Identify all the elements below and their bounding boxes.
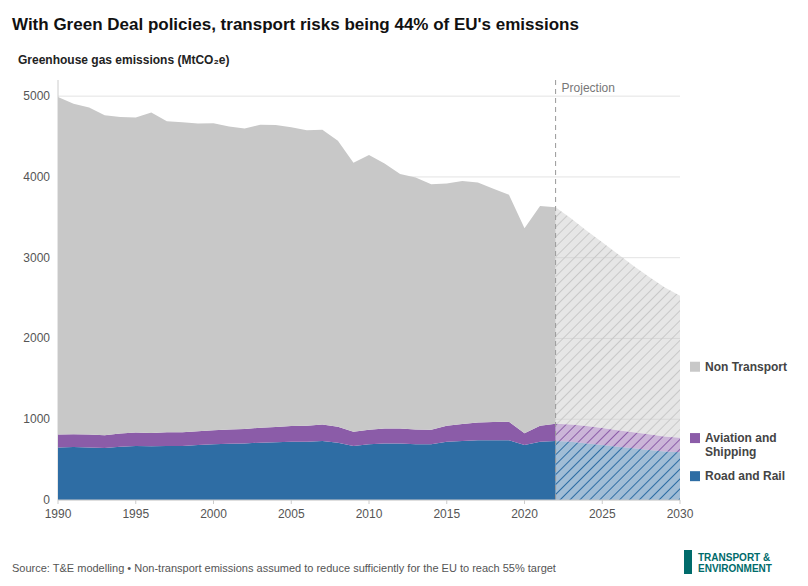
x-tick-label: 2030: [667, 507, 694, 521]
logo-text: TRANSPORT &ENVIRONMENT: [698, 552, 772, 574]
y-tick-label: 5000: [23, 89, 50, 103]
x-tick-label: 2015: [433, 507, 460, 521]
y-tick-label: 1000: [23, 412, 50, 426]
x-tick: [135, 500, 136, 504]
x-tick-label: 2000: [200, 507, 227, 521]
legend-swatch: [690, 433, 700, 443]
area-historical: [58, 440, 556, 500]
x-tick: [524, 500, 525, 504]
x-tick-label: 2025: [589, 507, 616, 521]
legend-label-line: Shipping: [705, 445, 756, 459]
source: Source: T&E modelling • Non-transport em…: [12, 562, 556, 574]
legend-label: Road and Rail: [705, 469, 785, 483]
x-tick-label: 2010: [356, 507, 383, 521]
grid-line: [58, 96, 680, 97]
x-tick-label: 2020: [511, 507, 538, 521]
y-tick-label: 4000: [23, 170, 50, 184]
logo-text-line: TRANSPORT &: [698, 552, 770, 563]
x-tick: [680, 500, 681, 504]
legend-swatch: [690, 471, 700, 481]
x-tick: [369, 500, 370, 504]
background: [0, 0, 808, 586]
x-tick-label: 1990: [45, 507, 72, 521]
legend-label: Non Transport: [705, 360, 787, 374]
logo-mark: [684, 550, 692, 574]
x-tick-label: 2005: [278, 507, 305, 521]
x-tick: [446, 500, 447, 504]
grid-line: [58, 500, 680, 501]
x-tick: [291, 500, 292, 504]
x-tick: [213, 500, 214, 504]
grid: [58, 96, 680, 500]
projection-line: [555, 80, 556, 500]
legend-swatch: [690, 362, 700, 372]
title: With Green Deal policies, transport risk…: [12, 15, 579, 34]
area-projection: [556, 207, 680, 438]
y-tick-label: 2000: [23, 331, 50, 345]
x-axis-line: [58, 500, 680, 501]
chart: With Green Deal policies, transport risk…: [0, 0, 808, 586]
legend-label-line: Non Transport: [705, 360, 787, 374]
area-historical: [58, 97, 556, 435]
y-tick-label: 0: [43, 493, 50, 507]
logo-text-line: ENVIRONMENT: [698, 563, 772, 574]
legend-label: Aviation andShipping: [705, 431, 777, 459]
x-tick: [602, 500, 603, 504]
legend-label-line: Aviation and: [705, 431, 777, 445]
projection-label: Projection: [562, 81, 615, 95]
areas: [58, 97, 680, 500]
legend-label-line: Road and Rail: [705, 469, 785, 483]
x-tick-label: 1995: [122, 507, 149, 521]
y-tick-label: 3000: [23, 251, 50, 265]
x-tick: [58, 500, 59, 504]
y-axis-label: Greenhouse gas emissions (MtCO₂e): [18, 53, 229, 67]
